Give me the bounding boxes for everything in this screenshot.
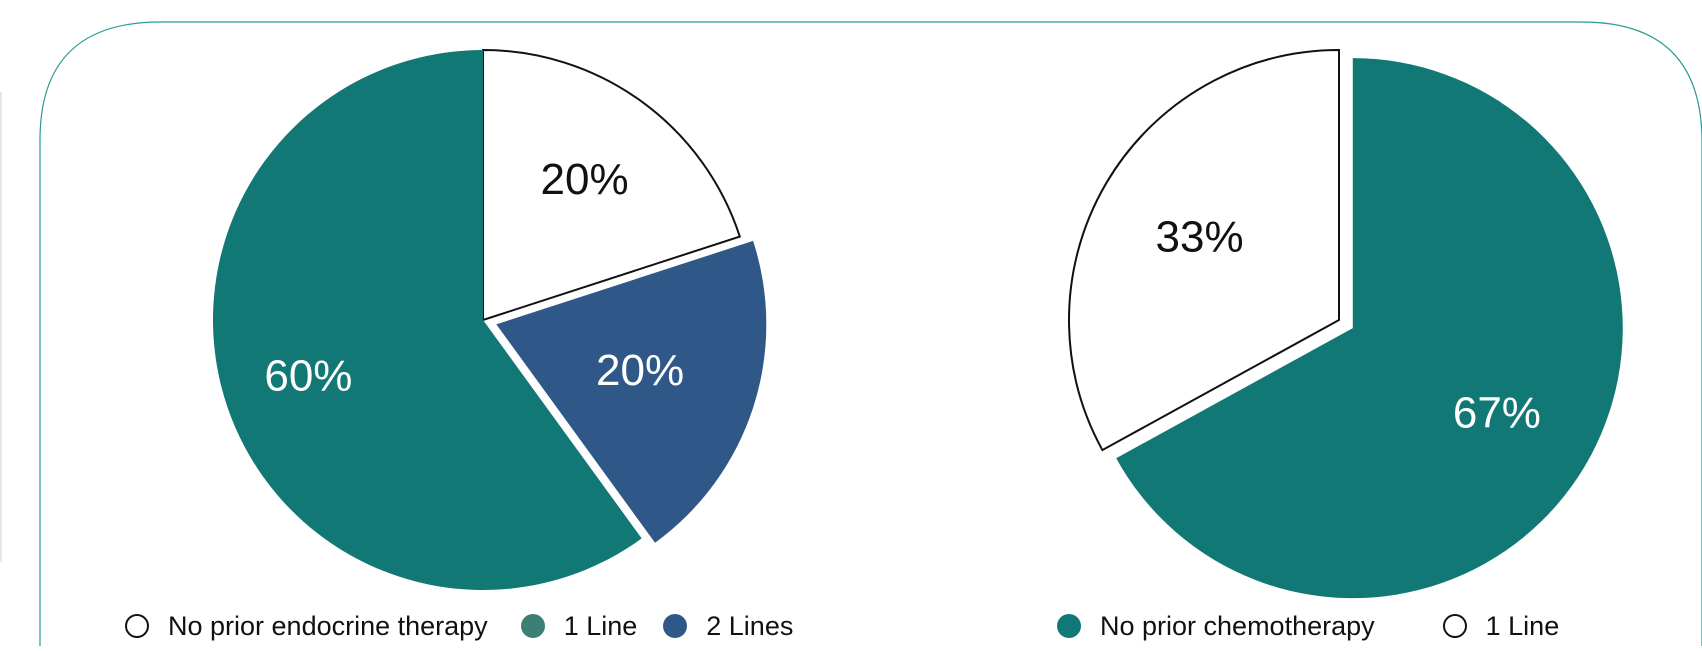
pie-slice-1-line [212,49,642,590]
legend-swatch-teal [520,614,545,638]
left-edge-rule [0,92,2,562]
legend-label: 1 Line [1485,610,1560,641]
pie-slice-no-prior-chemotherapy [1116,58,1623,599]
pie-chart-2: 67% 33% [1068,48,1623,599]
legend-item-1-line: 1 Line [1442,610,1560,642]
legend-label: No prior endocrine therapy [168,610,488,641]
pie-data-label: 67% [1453,388,1541,437]
panel-frame [39,21,1702,650]
pie-slice-1-line [1068,48,1340,452]
legend-swatch-white [1442,614,1467,638]
legend-item-1-line: 1 Line [520,610,638,642]
legend-swatch-white [125,614,149,638]
pie-data-label: 20% [541,155,629,204]
pie-data-label: 20% [596,346,684,395]
legend-item-no-prior-chemotherapy: No prior chemotherapy [1057,611,1375,642]
legend-endocrine: No prior endocrine therapy 1 Line 2 Line… [125,608,793,644]
legend-swatch-teal [1057,614,1081,638]
legend-swatch-blue [663,614,688,638]
legend-chemotherapy: No prior chemotherapy 1 Line [1057,608,1559,644]
legend-label: 2 Lines [706,610,794,641]
pie-data-label: 33% [1156,213,1244,262]
legend-item-2-lines: 2 Lines [663,611,793,642]
legend-label: No prior chemotherapy [1100,610,1375,641]
pie-chart-1: 20% 20% 60% [212,48,767,590]
pie-slice-2-lines [496,240,767,543]
pie-slice-no-prior-endocrine-therapy [482,48,742,322]
legend-label: 1 Line [563,610,638,641]
legend-item-no-prior-endocrine: No prior endocrine therapy [125,611,488,642]
pie-data-label: 60% [264,352,352,401]
